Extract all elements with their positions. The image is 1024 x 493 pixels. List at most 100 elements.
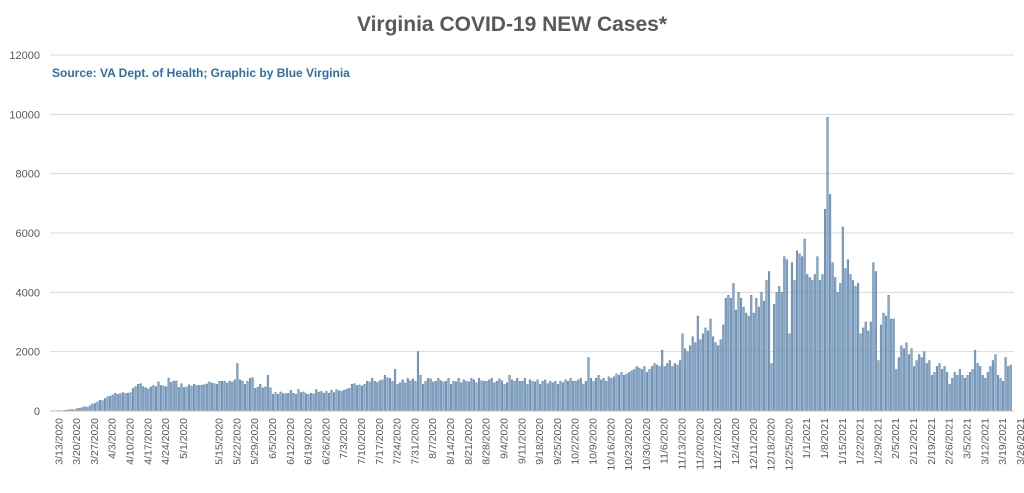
bar: [238, 379, 241, 412]
bar: [223, 381, 226, 412]
bar: [798, 253, 801, 412]
bar: [595, 378, 598, 412]
bar: [610, 378, 613, 412]
bar: [678, 360, 682, 412]
bar: [808, 277, 811, 412]
bar: [539, 384, 542, 412]
bar: [724, 298, 727, 412]
bar: [261, 387, 264, 412]
bar: [419, 375, 422, 412]
bar: [1007, 366, 1010, 412]
bar: [915, 360, 918, 412]
bar: [592, 381, 595, 412]
bar: [500, 380, 503, 412]
bar: [480, 380, 483, 412]
bar: [935, 366, 938, 412]
bar: [432, 381, 435, 412]
bar: [190, 385, 193, 412]
x-tick-label: 9/25/2020: [552, 418, 564, 465]
x-tick-label: 7/24/2020: [392, 418, 404, 465]
bar: [442, 381, 445, 412]
x-tick-label: 1/29/2021: [872, 418, 884, 465]
bar: [378, 380, 381, 412]
bar: [584, 381, 587, 412]
bar: [867, 330, 870, 412]
bar: [747, 315, 750, 412]
bar: [427, 378, 430, 412]
x-tick-label: 9/11/2020: [516, 418, 528, 464]
bar: [485, 381, 488, 412]
bar: [511, 379, 514, 412]
bar: [167, 377, 170, 412]
bar: [991, 360, 994, 412]
bar: [271, 394, 275, 412]
bar: [966, 375, 969, 412]
x-tick-label: 10/2/2020: [570, 418, 582, 465]
bar: [91, 403, 94, 412]
x-tick-label: 1/1/2021: [801, 418, 813, 459]
bar: [971, 369, 974, 412]
bar: [203, 384, 206, 412]
bar: [353, 383, 356, 412]
bar: [701, 333, 704, 412]
bar: [386, 377, 389, 412]
bar: [544, 379, 547, 412]
bar: [210, 382, 213, 412]
bar: [490, 378, 493, 412]
bar: [829, 194, 832, 412]
bar: [823, 209, 827, 412]
bar: [989, 366, 992, 412]
bar: [859, 333, 862, 412]
bar: [177, 387, 180, 412]
bar: [567, 381, 570, 412]
bar: [289, 389, 292, 412]
bar: [444, 381, 448, 412]
bar: [1002, 381, 1005, 412]
bar: [462, 379, 465, 412]
bar: [317, 391, 320, 412]
bar: [569, 378, 572, 412]
bar: [376, 382, 379, 412]
bar: [793, 280, 796, 412]
bar: [821, 274, 824, 412]
bar: [213, 383, 216, 412]
bar: [104, 398, 107, 412]
bar: [882, 312, 885, 412]
x-tick-label: 8/21/2020: [463, 418, 475, 465]
x-tick-label: 5/22/2020: [231, 418, 243, 465]
bar: [533, 381, 537, 412]
bar: [755, 298, 758, 412]
bar: [668, 360, 671, 412]
bar: [424, 381, 427, 412]
bar: [633, 369, 636, 412]
bar: [963, 378, 966, 412]
bar: [366, 381, 369, 412]
bar: [516, 378, 519, 412]
bar: [582, 384, 585, 412]
y-tick-label: 4000: [16, 287, 40, 299]
bar: [589, 378, 593, 412]
bar: [948, 384, 951, 412]
bar: [783, 256, 786, 412]
bar: [762, 300, 765, 412]
bar: [933, 372, 936, 412]
bar: [259, 384, 262, 412]
bar: [874, 271, 877, 412]
x-axis-tick-labels: 3/13/2020 3/20/2020 3/27/2020 4/3/2020 4/10/…: [53, 418, 1024, 471]
bar: [182, 387, 185, 412]
bar: [315, 389, 318, 412]
bar: [890, 318, 893, 412]
bar: [628, 372, 631, 412]
bar: [623, 375, 626, 412]
bar: [513, 381, 516, 412]
bar: [729, 298, 732, 412]
bar: [976, 363, 979, 412]
bar: [101, 400, 104, 412]
bar: [864, 321, 867, 412]
bar: [116, 394, 119, 412]
bar: [249, 378, 252, 412]
bar: [111, 394, 114, 412]
bar: [541, 381, 544, 412]
bar: [694, 342, 697, 412]
bar: [943, 366, 946, 412]
